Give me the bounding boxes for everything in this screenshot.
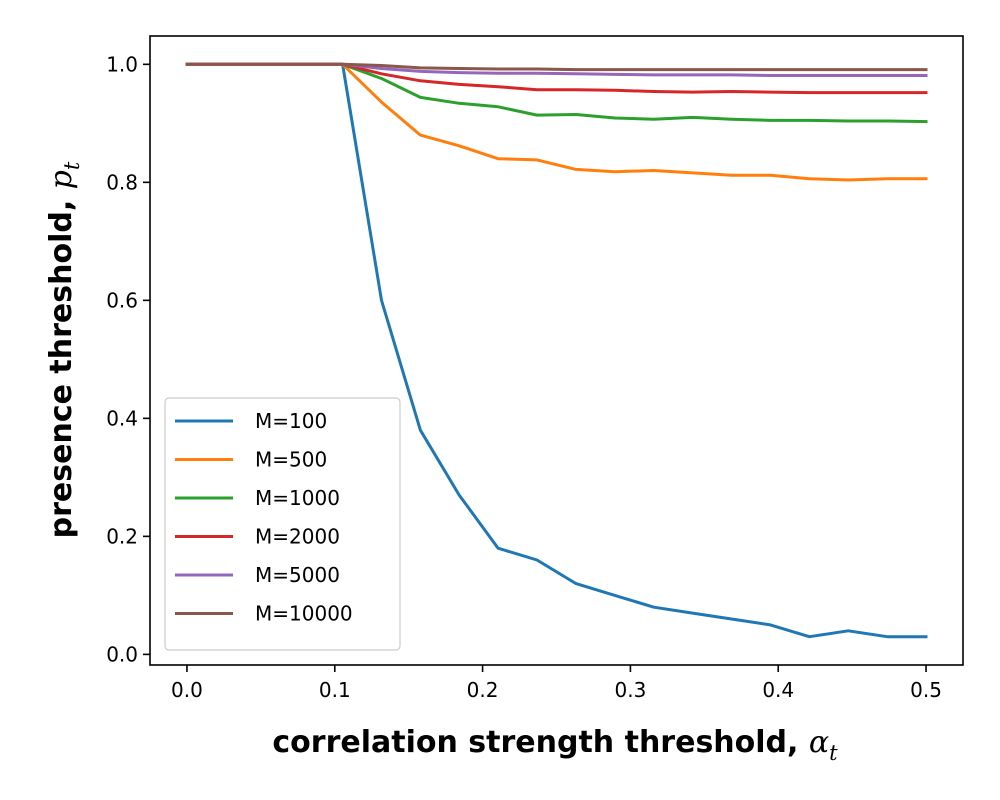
x-tick-label: 0.0 (171, 678, 203, 702)
y-tick-label: 0.2 (106, 524, 138, 548)
x-axis-ticks: 0.0 0.1 0.2 0.3 0.4 0.5 (171, 665, 942, 702)
y-axis-ticks: 0.0 0.2 0.4 0.6 0.8 1.0 (106, 52, 150, 666)
series-lines (185, 62, 928, 639)
x-axis-subscript: t (829, 741, 838, 765)
legend-label: M=1000 (255, 486, 340, 510)
y-axis-symbol: p (44, 170, 79, 189)
series-line-5 (185, 62, 928, 72)
x-axis-symbol: α (809, 725, 829, 760)
x-tick-label: 0.4 (762, 678, 794, 702)
y-tick-label: 1.0 (106, 52, 138, 76)
y-tick-label: 0.6 (106, 288, 138, 312)
y-tick-label: 0.0 (106, 642, 138, 666)
legend-label: M=5000 (255, 563, 340, 587)
x-tick-label: 0.2 (467, 678, 499, 702)
x-tick-label: 0.1 (319, 678, 351, 702)
legend-label: M=500 (255, 448, 327, 472)
plot-area-frame (149, 35, 964, 666)
legend: M=100 M=500 M=1000 M=2000 M=5000 M=10000 (164, 397, 401, 651)
x-tick-label: 0.3 (615, 678, 647, 702)
y-tick-label: 0.4 (106, 406, 138, 430)
y-axis-subscript: t (60, 161, 84, 170)
x-axis-label-text: correlation strength threshold, (272, 725, 808, 760)
x-tick-label: 0.5 (910, 678, 942, 702)
legend-label: M=2000 (255, 525, 340, 549)
y-axis-label: presence threshold, pt (44, 161, 84, 538)
x-axis-label: correlation strength threshold, αt (272, 725, 838, 765)
y-tick-label: 0.8 (106, 170, 138, 194)
legend-label: M=100 (255, 409, 327, 433)
y-axis-label-text: presence threshold, (44, 189, 79, 538)
legend-label: M=10000 (255, 602, 353, 626)
